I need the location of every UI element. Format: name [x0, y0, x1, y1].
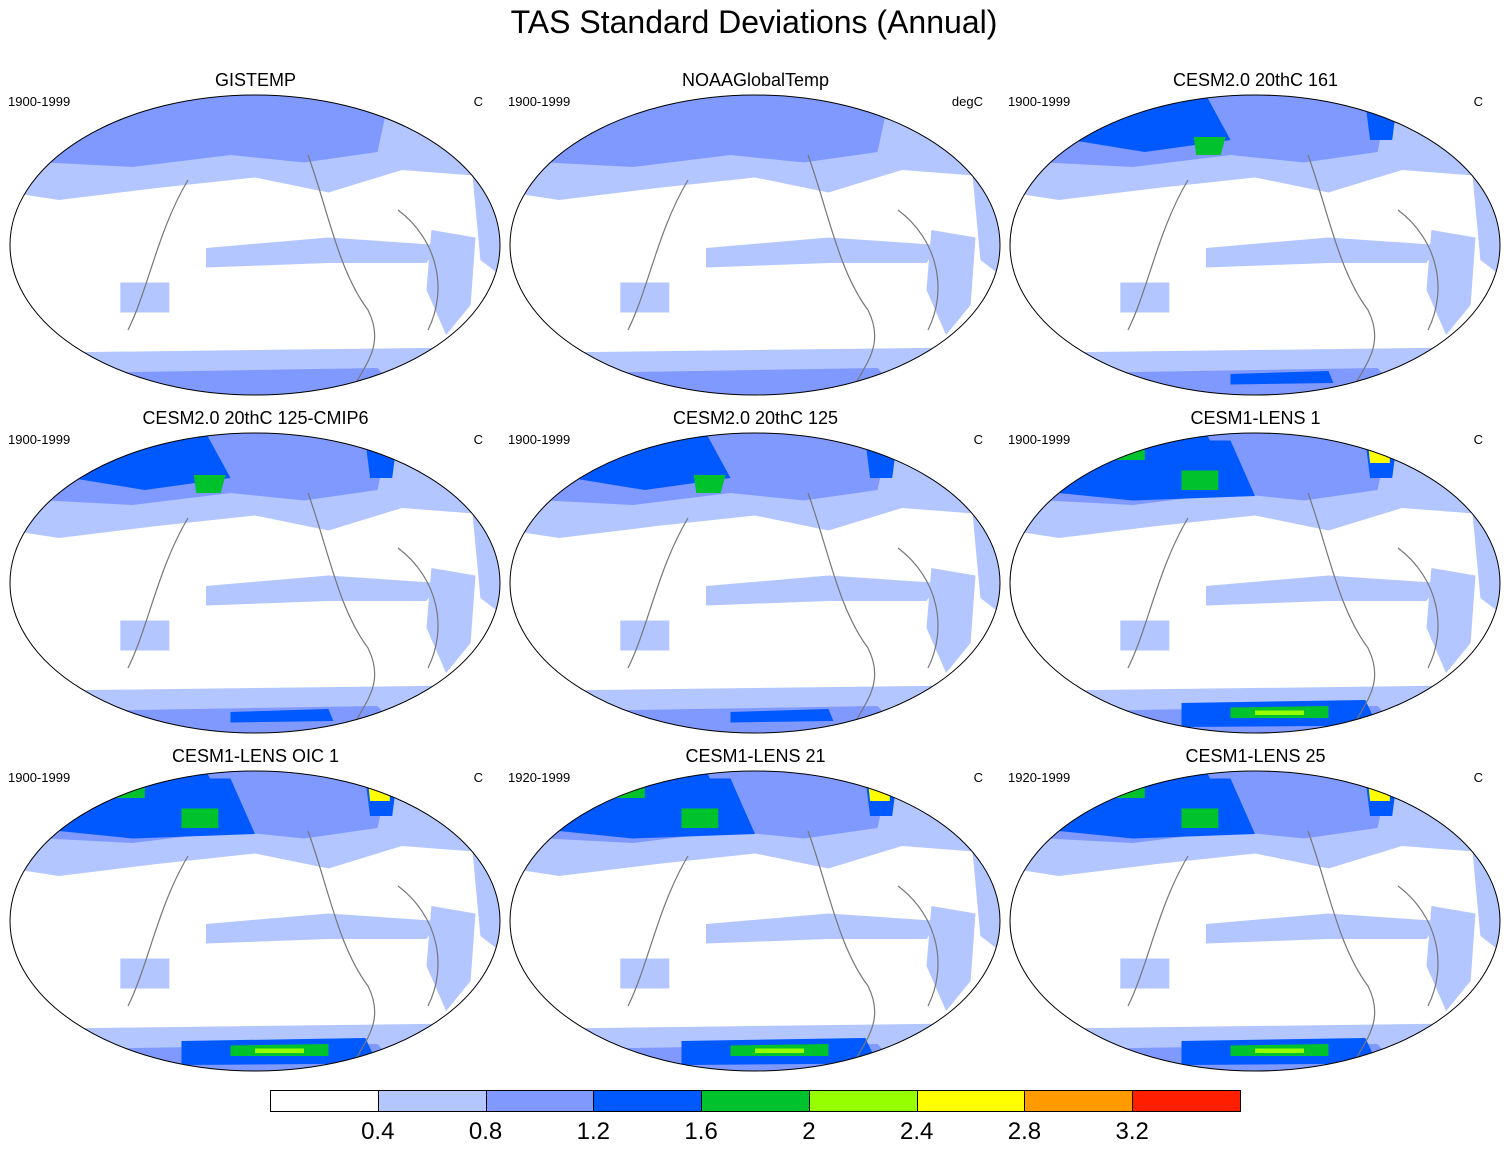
panel-units: C [1473, 770, 1483, 785]
panel-title: CESM1-LENS 25 [1185, 746, 1326, 766]
map-panel: CESM1-LENS 25 1920-1999 C [1008, 746, 1503, 1076]
colorbar-tick-label: 1.6 [684, 1118, 718, 1145]
panel-period: 1900-1999 [1008, 432, 1071, 447]
map-panel: CESM2.0 20thC 161 1900-1999 C [1008, 70, 1503, 400]
map-projection [9, 94, 501, 396]
colorbar-tick-label: 2.8 [1007, 1118, 1042, 1145]
map-projection [1009, 770, 1501, 1072]
panel-period: 1900-1999 [508, 94, 571, 109]
panel-period: 1900-1999 [8, 432, 71, 447]
colorbar-swatch [593, 1090, 703, 1112]
panel-period: 1920-1999 [1008, 770, 1071, 785]
map-projection [509, 94, 1001, 396]
panel-title: CESM1-LENS 21 [685, 746, 826, 766]
panel-title: CESM2.0 20thC 161 [1172, 70, 1339, 90]
colorbar-swatch [485, 1090, 595, 1112]
map-panel: CESM1-LENS 21 1920-1999 C [508, 746, 1003, 1076]
panel-units: C [1473, 432, 1483, 447]
map-projection [1009, 432, 1501, 734]
colorbar-tick-label: 3.2 [1115, 1118, 1149, 1145]
colorbar-swatch [916, 1090, 1026, 1112]
map-projection [9, 770, 501, 1072]
map-panel: CESM1-LENS OIC 1 1900-1999 C [8, 746, 503, 1076]
panel-title: GISTEMP [214, 70, 296, 90]
panel-units: C [973, 432, 983, 447]
map-projection [509, 432, 1001, 734]
map-projection [509, 770, 1001, 1072]
colorbar-tick-label: 1.2 [576, 1118, 611, 1145]
panel-title: CESM2.0 20thC 125-CMIP6 [142, 408, 369, 428]
panel-title: CESM1-LENS 1 [1190, 408, 1321, 428]
panel-units: C [473, 94, 483, 109]
colorbar-swatch [377, 1090, 487, 1112]
colorbar-swatch [808, 1090, 918, 1112]
panel-period: 1920-1999 [508, 770, 571, 785]
figure-title: TAS Standard Deviations (Annual) [510, 4, 998, 40]
map-panel: NOAAGlobalTemp 1900-1999 degC [508, 70, 1003, 400]
panel-units: C [473, 770, 483, 785]
panel-units: C [1473, 94, 1483, 109]
panel-title: CESM2.0 20thC 125 [672, 408, 839, 428]
colorbar-tick-label: 2.4 [899, 1118, 934, 1145]
panel-units: C [473, 432, 483, 447]
colorbar-swatch [1024, 1090, 1134, 1112]
colorbar-tick-label: 0.8 [468, 1118, 503, 1145]
map-panel: CESM2.0 20thC 125-CMIP6 1900-1999 C [8, 408, 503, 738]
colorbar-tick-label: 2 [802, 1118, 816, 1145]
panel-period: 1900-1999 [8, 94, 71, 109]
colorbar-swatch [270, 1090, 379, 1112]
panel-title: CESM1-LENS OIC 1 [171, 746, 340, 766]
map-panel: GISTEMP 1900-1999 C [8, 70, 503, 400]
colorbar-swatch [701, 1090, 810, 1112]
panel-period: 1900-1999 [508, 432, 571, 447]
panel-period: 1900-1999 [8, 770, 71, 785]
map-panel: CESM2.0 20thC 125 1900-1999 C [508, 408, 1003, 738]
colorbar-tick-label: 0.4 [361, 1118, 395, 1145]
colorbar [270, 1090, 1241, 1114]
map-projection [1009, 94, 1501, 396]
panel-units: C [973, 770, 983, 785]
map-panel: CESM1-LENS 1 1900-1999 C [1008, 408, 1503, 738]
colorbar-swatch [1132, 1090, 1241, 1112]
panel-units: degC [951, 94, 983, 109]
panel-title: NOAAGlobalTemp [681, 70, 830, 90]
map-projection [9, 432, 501, 734]
panel-period: 1900-1999 [1008, 94, 1071, 109]
